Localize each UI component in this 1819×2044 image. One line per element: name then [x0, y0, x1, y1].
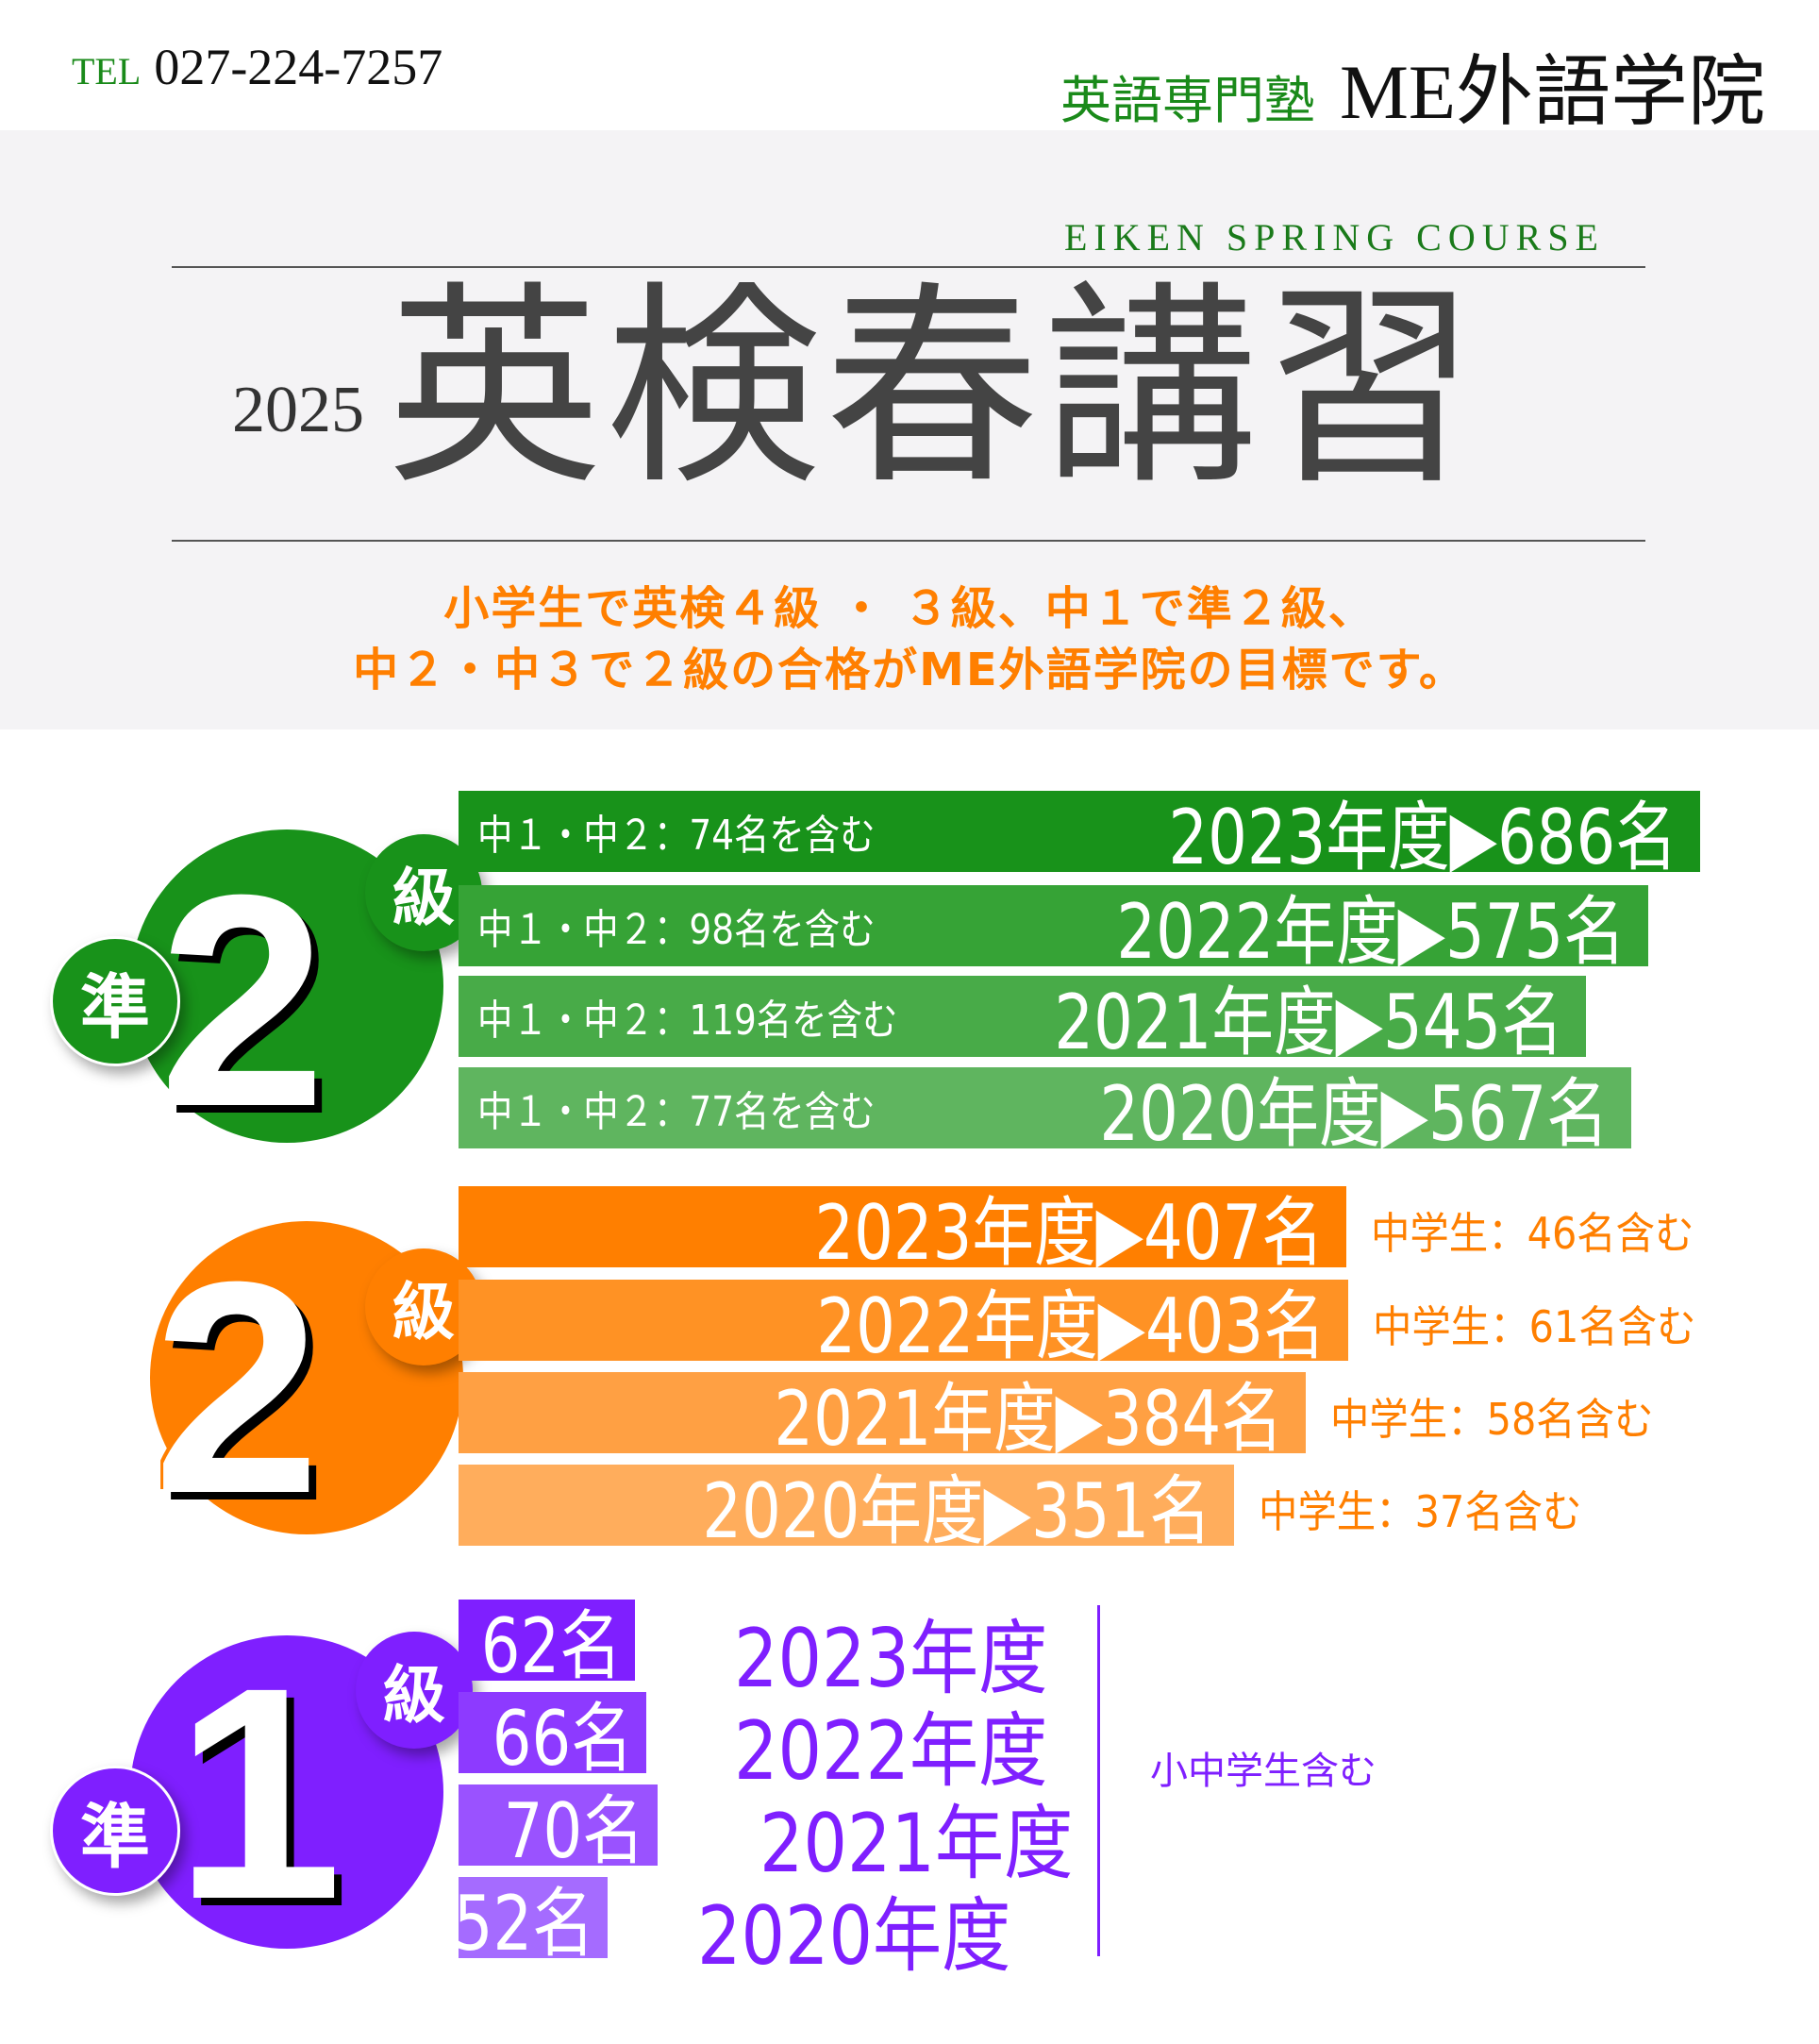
pre1-count: 52名: [453, 1880, 594, 1968]
tel-label: TEL: [72, 50, 142, 92]
grade2-result-bar: 2022年度▶403名: [459, 1280, 1348, 1370]
hero-title: 英検春講習: [387, 272, 1481, 510]
divider-bottom: [172, 540, 1645, 542]
grade2-junior-note: 中学生：46名含む: [1371, 1208, 1694, 1259]
pre1-count: 70名: [503, 1787, 644, 1875]
pre1-year: 2020年度: [697, 1889, 1011, 1984]
pre1-count: 62名: [480, 1602, 622, 1690]
pre2-jun-badge: 準: [50, 936, 180, 1066]
grade2-result-bar: 2023年度▶407名: [459, 1186, 1346, 1277]
phone-number[interactable]: TEL 027-224-7257: [72, 38, 442, 96]
divider-top: [172, 266, 1645, 268]
hero-subtitle: EIKEN SPRING COURSE: [1063, 216, 1605, 259]
grade2-junior-note: 中学生：37名含む: [1259, 1486, 1582, 1537]
pre2-junior-note: 中１・中２：74名を含む: [477, 812, 876, 860]
pre1-digit: 1: [175, 1624, 342, 1962]
pre2-result: 2020年度▶567名: [1099, 1070, 1609, 1158]
grade2-result: 2021年度▶384名: [774, 1375, 1283, 1463]
pre2-junior-note: 中１・中２：119名を含む: [477, 997, 898, 1045]
pre1-count-bar: 70名: [459, 1784, 658, 1875]
school-logo: 英語専門塾 ME外語学院: [1060, 28, 1765, 141]
pre2-result-bar: 中１・中２：98名を含む 2022年度▶575名: [459, 885, 1648, 976]
pre2-junior-note: 中１・中２：98名を含む: [477, 906, 876, 954]
pre1-count-bar: 62名: [459, 1600, 635, 1690]
grade2-digit: 2: [153, 1218, 321, 1556]
hero-message-1: 小学生で英検４級 ・ ３級、中１で準２級、: [443, 582, 1376, 635]
pre1-note: 小中学生含む: [1150, 1750, 1377, 1793]
pre2-result-bar: 中１・中２：77名を含む 2020年度▶567名: [459, 1067, 1631, 1158]
grade2-result-bar: 2021年度▶384名: [459, 1372, 1306, 1463]
pre1-count: 66名: [492, 1695, 633, 1783]
grade2-result: 2020年度▶351名: [702, 1467, 1211, 1555]
pre1-jun-badge: 準: [50, 1766, 180, 1896]
pre2-result: 2022年度▶575名: [1116, 888, 1626, 976]
pre1-divider: [1097, 1605, 1100, 1956]
pre2-result-bar: 中１・中２：119名を含む 2021年度▶545名: [459, 976, 1586, 1066]
pre2-result-bar: 中１・中２：74名を含む 2023年度▶686名: [459, 791, 1700, 881]
hero-message-2: 中２・中３で２級の合格がME外語学院の目標です。: [353, 644, 1466, 696]
pre1-year: 2022年度: [734, 1704, 1048, 1799]
grade2-result-bar: 2020年度▶351名: [459, 1465, 1234, 1555]
pre2-junior-note: 中１・中２：77名を含む: [477, 1088, 876, 1136]
pre1-kyu-badge: 級: [356, 1632, 473, 1749]
logo-sub: 英語専門塾: [1060, 73, 1315, 129]
grade2-junior-note: 中学生：58名含む: [1330, 1394, 1654, 1445]
pre1-year: 2023年度: [734, 1612, 1048, 1706]
pre1-count-bar: 52名: [454, 1877, 608, 1968]
grade2-result: 2022年度▶403名: [816, 1282, 1326, 1370]
pre1-year: 2021年度: [759, 1797, 1074, 1891]
logo-main: ME外語学院: [1339, 49, 1765, 135]
grade2-junior-note: 中学生：61名含む: [1373, 1301, 1696, 1352]
tel-number: 027-224-7257: [154, 39, 443, 95]
hero-year: 2025: [232, 374, 364, 446]
grade2-result: 2023年度▶407名: [814, 1189, 1324, 1277]
pre2-result: 2021年度▶545名: [1054, 979, 1563, 1066]
pre1-count-bar: 66名: [459, 1692, 646, 1783]
pre2-result: 2023年度▶686名: [1168, 794, 1677, 881]
hero-band: [0, 130, 1819, 729]
pre2-digit: 2: [159, 831, 326, 1169]
